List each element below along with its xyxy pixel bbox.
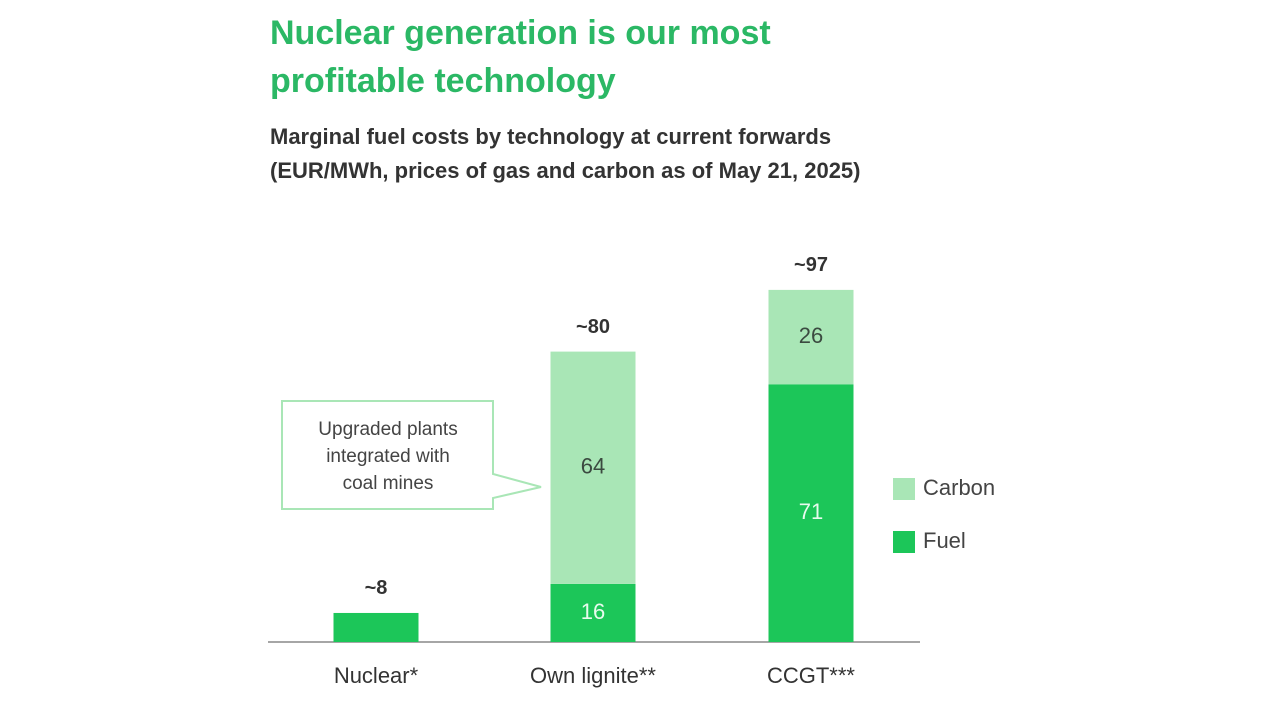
legend-label: Fuel (923, 528, 966, 553)
data-label: 64 (581, 454, 605, 479)
annotation: Upgraded plants (318, 419, 457, 440)
chart-title: Nuclear generation is our most profitable… (270, 14, 771, 100)
bar-segment (333, 612, 419, 642)
legend-swatch (893, 478, 915, 500)
bar-segment (550, 351, 636, 584)
data-label: 71 (799, 499, 823, 524)
data-label: 16 (581, 599, 605, 624)
legend-label: Carbon (923, 475, 995, 500)
bar-segment (768, 289, 854, 385)
callout-box (281, 400, 542, 510)
bar-segment (768, 384, 854, 642)
data-label: 26 (799, 323, 823, 348)
chart-subtitle: (EUR/MWh, prices of gas and carbon as of… (270, 158, 861, 183)
x-tick-label: Own lignite** (530, 663, 656, 688)
total-label: ~80 (576, 316, 610, 338)
x-tick-label: Nuclear* (334, 663, 419, 688)
total-label: ~8 (365, 577, 388, 599)
chart-subtitle: Marginal fuel costs by technology at cur… (270, 124, 831, 149)
bar-segment (550, 583, 636, 642)
annotation: coal mines (343, 473, 434, 494)
annotation: integrated with (326, 446, 450, 467)
x-tick-label: CCGT*** (767, 663, 855, 688)
legend-swatch (893, 531, 915, 553)
total-label: ~97 (794, 254, 828, 276)
